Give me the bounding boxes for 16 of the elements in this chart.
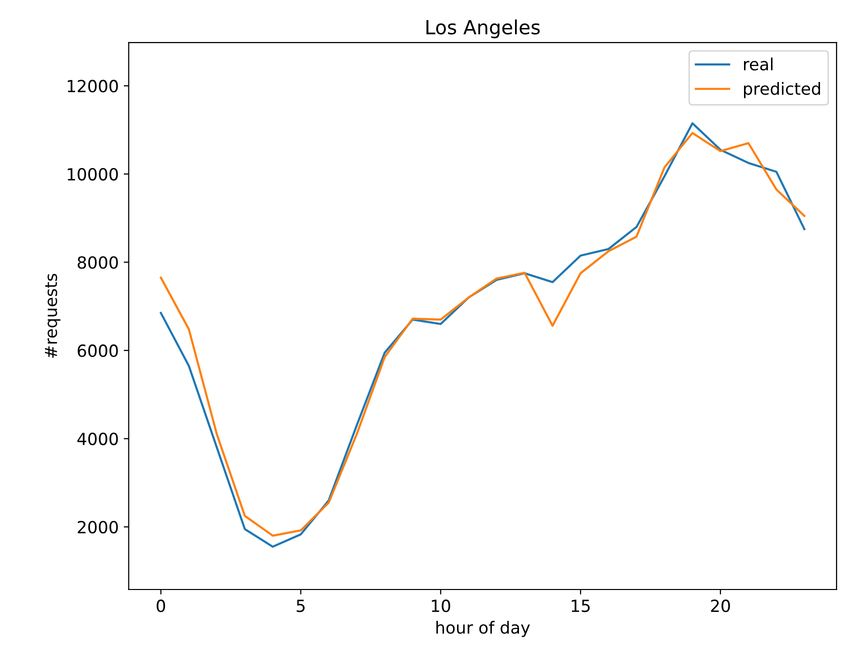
x-tick-label: 10 bbox=[432, 600, 450, 612]
legend-label: predicted bbox=[744, 82, 820, 98]
x-axis-title: hour of day bbox=[436, 620, 530, 638]
x-tick-label: 0 bbox=[156, 600, 166, 612]
x-tick-label: 20 bbox=[711, 600, 730, 612]
y-tick-label: 10000 bbox=[68, 168, 118, 181]
y-tick-label: 8000 bbox=[78, 256, 118, 269]
chart-title: Los Angeles bbox=[426, 19, 540, 38]
x-tick-label: 5 bbox=[296, 600, 305, 612]
y-tick-label: 2000 bbox=[78, 520, 118, 534]
y-axis-title: #requests bbox=[44, 274, 60, 358]
legend-label: real bbox=[744, 58, 773, 70]
y-tick-label: 6000 bbox=[78, 344, 118, 358]
x-tick-label: 15 bbox=[572, 600, 590, 612]
y-tick-label: 4000 bbox=[77, 432, 118, 446]
y-tick-label: 12000 bbox=[68, 80, 118, 92]
